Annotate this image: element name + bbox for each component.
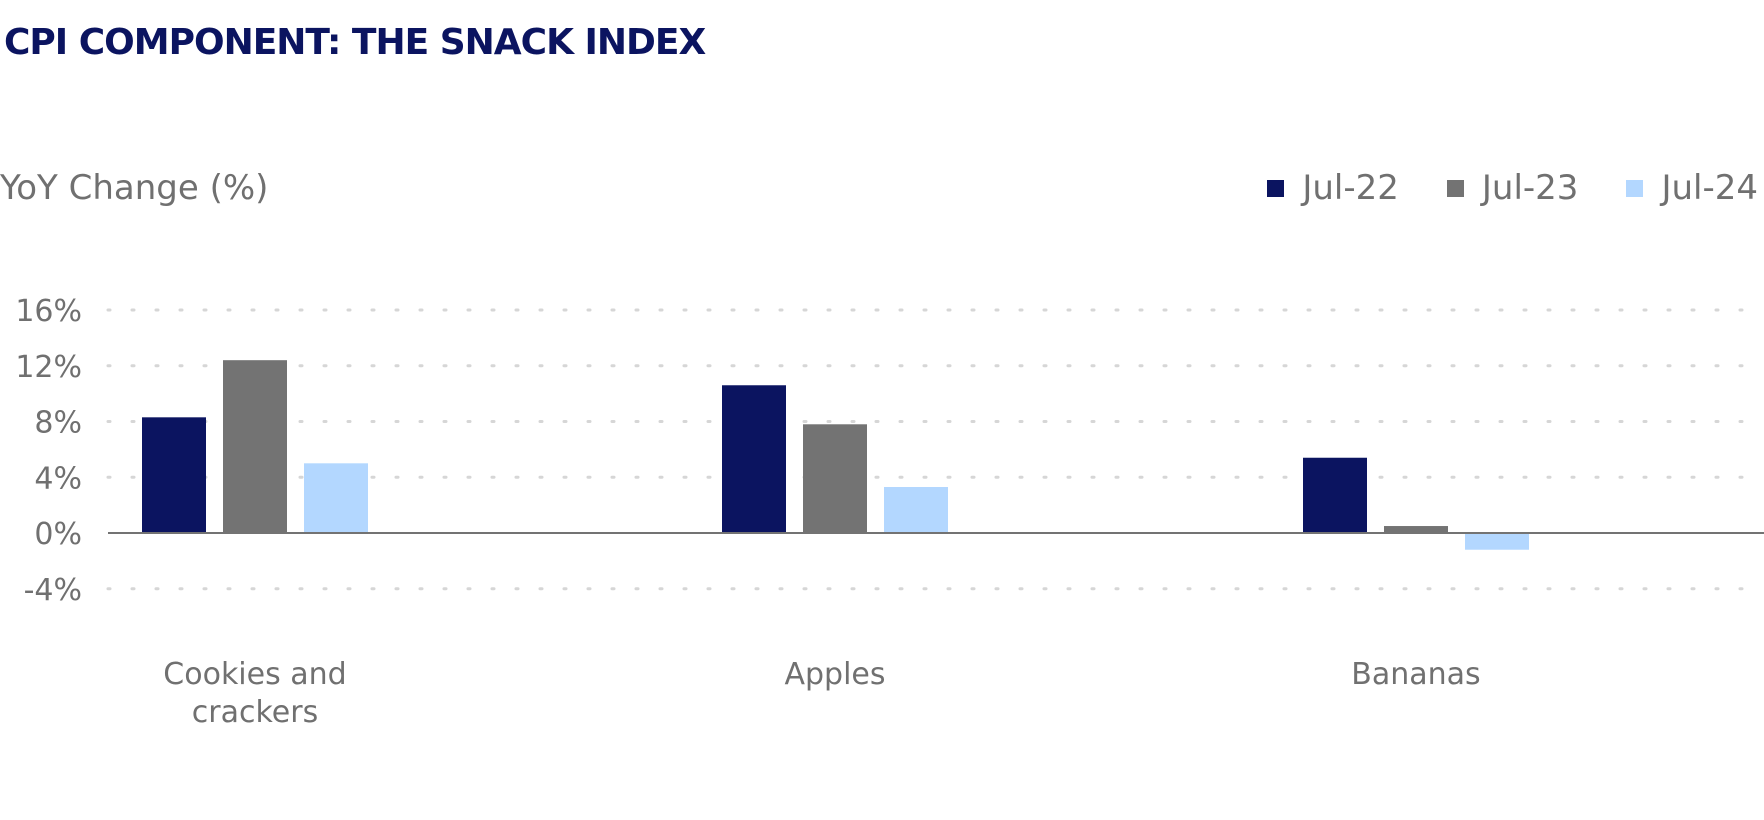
bar: [1384, 526, 1448, 533]
x-category-label: crackers: [192, 695, 318, 730]
y-tick-label: 8%: [34, 406, 82, 441]
y-tick-label: 4%: [34, 461, 82, 496]
legend: Jul-22 Jul-23 Jul-24: [1219, 168, 1758, 208]
y-tick-label: 16%: [15, 294, 82, 329]
y-tick-label: -4%: [24, 573, 82, 608]
legend-item-jul-22: Jul-22: [1267, 168, 1399, 208]
bar: [1465, 533, 1529, 550]
legend-swatch: [1626, 179, 1644, 197]
chart-title: CPI COMPONENT: THE SNACK INDEX: [4, 22, 706, 63]
legend-swatch: [1267, 179, 1285, 197]
legend-swatch: [1446, 179, 1464, 197]
x-category-label: Apples: [784, 657, 885, 692]
bar: [304, 463, 368, 533]
legend-label: Jul-22: [1302, 168, 1399, 208]
bar: [803, 424, 867, 533]
bar: [142, 417, 206, 533]
legend-label: Jul-24: [1661, 168, 1758, 208]
legend-item-jul-24: Jul-24: [1626, 168, 1758, 208]
y-axis-label: YoY Change (%): [0, 168, 269, 208]
bar: [884, 487, 948, 533]
bar: [722, 385, 786, 533]
y-tick-label: 12%: [15, 350, 82, 385]
x-category-label: Cookies and: [163, 657, 346, 692]
legend-label: Jul-23: [1481, 168, 1579, 208]
x-category-label: Bananas: [1351, 657, 1480, 692]
bar: [1303, 457, 1367, 533]
y-tick-label: 0%: [34, 517, 82, 552]
bar: [223, 360, 287, 533]
legend-item-jul-23: Jul-23: [1446, 168, 1579, 208]
